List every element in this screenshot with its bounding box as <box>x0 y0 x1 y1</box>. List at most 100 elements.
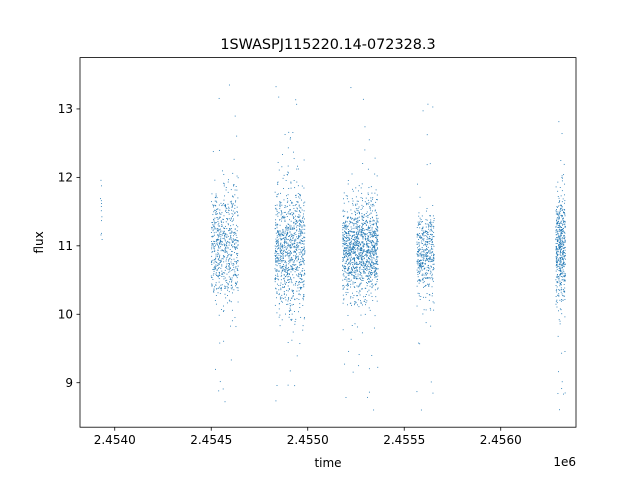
data-point <box>420 280 422 282</box>
data-point <box>228 266 230 268</box>
data-point <box>344 268 346 270</box>
data-point <box>285 255 286 257</box>
data-point <box>301 232 303 233</box>
data-point <box>366 203 368 205</box>
data-point <box>293 250 295 252</box>
data-point <box>562 259 564 260</box>
data-point <box>231 213 233 215</box>
data-point <box>290 227 292 229</box>
data-point <box>289 244 291 246</box>
data-point <box>357 273 359 275</box>
data-point <box>291 234 293 236</box>
data-point <box>229 258 231 260</box>
data-point <box>558 235 560 237</box>
data-point <box>555 276 557 278</box>
data-point <box>426 266 428 268</box>
data-point <box>277 181 279 183</box>
data-point <box>356 233 358 235</box>
data-point <box>277 231 279 233</box>
data-point <box>228 206 230 208</box>
data-point <box>220 220 222 222</box>
data-point <box>343 226 345 228</box>
data-point <box>419 266 421 268</box>
data-point <box>218 287 219 289</box>
data-point <box>416 253 418 255</box>
data-point <box>297 255 299 257</box>
data-point <box>431 247 433 249</box>
data-point <box>303 248 305 250</box>
data-point <box>215 284 216 286</box>
data-point <box>354 245 356 247</box>
data-point <box>561 263 563 265</box>
data-point <box>370 257 372 259</box>
data-point <box>377 241 379 243</box>
data-point <box>428 243 430 245</box>
data-point <box>361 257 363 259</box>
data-point <box>429 234 431 235</box>
data-point <box>556 288 558 290</box>
data-point <box>232 275 234 277</box>
data-point <box>296 250 298 251</box>
data-point <box>370 186 372 188</box>
data-point <box>226 285 228 287</box>
data-point <box>232 292 233 294</box>
data-point <box>364 287 366 289</box>
data-point <box>370 241 372 243</box>
data-point <box>357 235 358 237</box>
data-point <box>302 284 304 286</box>
data-point <box>299 274 301 275</box>
data-point <box>361 249 363 251</box>
data-point <box>355 220 357 222</box>
data-point <box>376 199 378 201</box>
data-point <box>563 222 565 224</box>
data-point <box>228 238 230 240</box>
data-point <box>365 294 367 296</box>
data-point <box>362 215 364 217</box>
data-point <box>224 251 226 253</box>
data-point <box>276 237 278 238</box>
data-point <box>213 235 215 237</box>
data-point <box>374 192 376 194</box>
data-point <box>295 318 297 320</box>
data-point <box>282 247 284 249</box>
data-point <box>361 280 363 281</box>
data-point <box>343 298 345 300</box>
data-point <box>343 244 345 245</box>
data-point <box>213 220 215 222</box>
data-point <box>560 262 562 264</box>
data-point <box>235 234 237 236</box>
data-point <box>376 230 378 232</box>
data-point <box>300 279 302 281</box>
data-point <box>347 269 349 271</box>
data-point <box>346 232 348 234</box>
data-point <box>289 224 291 226</box>
data-point <box>417 251 418 252</box>
data-point <box>299 303 301 305</box>
data-point <box>371 223 373 225</box>
data-point <box>364 201 366 203</box>
data-point <box>417 271 419 273</box>
data-point <box>284 279 286 281</box>
data-point <box>354 261 356 263</box>
data-point <box>562 264 564 266</box>
data-point <box>277 213 279 215</box>
data-point <box>223 255 225 257</box>
data-point <box>431 277 433 279</box>
data-point <box>375 249 377 251</box>
data-point <box>276 223 278 225</box>
data-point <box>370 207 371 209</box>
data-point <box>428 226 430 228</box>
data-point <box>303 317 305 318</box>
data-point <box>430 221 432 223</box>
data-point <box>293 151 294 153</box>
data-point <box>277 231 278 233</box>
data-point <box>284 270 286 272</box>
data-point <box>355 243 356 245</box>
data-point <box>221 225 223 227</box>
data-point <box>424 272 426 274</box>
data-point <box>211 226 213 228</box>
data-point <box>360 282 362 284</box>
data-point <box>564 290 566 292</box>
data-point <box>419 264 421 266</box>
data-point <box>298 245 300 247</box>
